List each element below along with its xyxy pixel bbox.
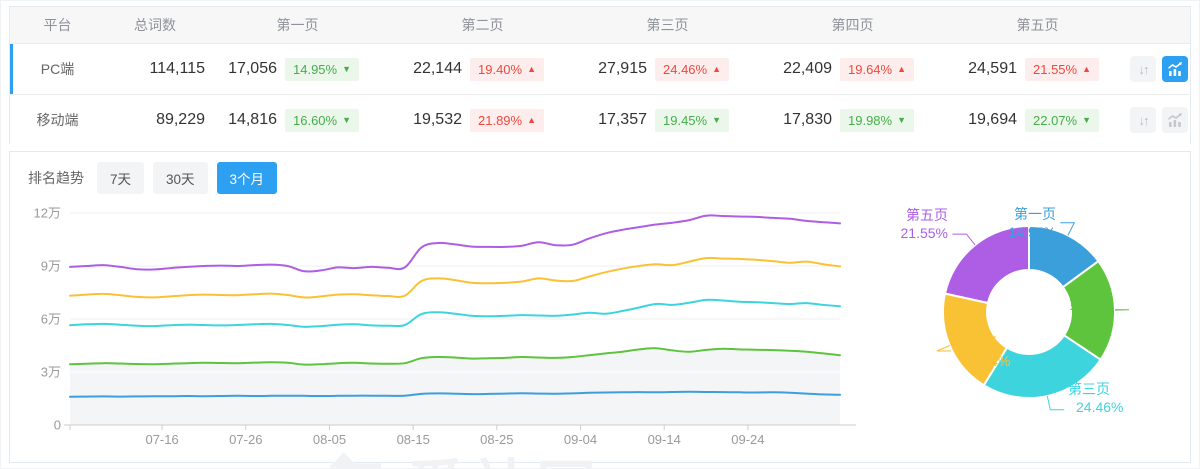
page4-change-badge: 19.64% ▲ bbox=[840, 57, 915, 81]
arrow-down-icon: ▼ bbox=[1082, 114, 1092, 125]
page4-count: 22,409 bbox=[783, 60, 832, 77]
row-actions: ↓↑ bbox=[1130, 56, 1194, 82]
page5-cell: 19,694 22.07% ▼ bbox=[945, 108, 1130, 132]
svg-text:08-15: 08-15 bbox=[397, 432, 430, 447]
page1-count: 17,056 bbox=[228, 60, 277, 77]
page3-count: 27,915 bbox=[598, 60, 647, 77]
page3-count: 17,357 bbox=[598, 111, 647, 128]
col-header-page2: 第二页 bbox=[461, 17, 504, 33]
page1-count: 14,816 bbox=[228, 111, 277, 128]
svg-text:6万: 6万 bbox=[41, 312, 61, 327]
donut-svg bbox=[936, 222, 1130, 411]
trend-tab-30天[interactable]: 30天 bbox=[153, 162, 208, 194]
svg-text:09-14: 09-14 bbox=[648, 432, 681, 447]
page4-cell: 22,409 19.64% ▲ bbox=[760, 57, 945, 81]
page3-change-badge: 24.46% ▲ bbox=[655, 57, 730, 81]
page1-cell: 14,816 16.60% ▼ bbox=[205, 108, 390, 132]
total-words: 89,229 bbox=[156, 111, 205, 128]
arrow-up-icon: ▲ bbox=[1082, 63, 1092, 74]
arrow-up-icon: ▲ bbox=[712, 63, 722, 74]
arrow-up-icon: ▲ bbox=[527, 114, 537, 125]
page2-change-badge: 19.40% ▲ bbox=[470, 57, 545, 81]
show-trend-button[interactable] bbox=[1162, 56, 1188, 82]
trend-range-tabs: 7天 30天 3个月 bbox=[97, 162, 278, 194]
sort-updown-icon: ↓↑ bbox=[1138, 112, 1150, 128]
trend-chart-icon bbox=[1168, 61, 1182, 76]
donut-label-第三页: 第三页 24.46% bbox=[1068, 381, 1124, 415]
svg-text:07-16: 07-16 bbox=[145, 432, 178, 447]
page1-change-badge: 14.95% ▼ bbox=[285, 57, 360, 81]
arrow-up-icon: ▲ bbox=[897, 63, 907, 74]
table-header-row: 平台 总词数 第一页 第二页 第三页 第四页 第五页 bbox=[10, 7, 1190, 44]
col-header-page3: 第三页 bbox=[646, 17, 689, 33]
page2-change-badge: 21.89% ▲ bbox=[470, 108, 545, 132]
trend-chart-icon bbox=[1168, 112, 1182, 127]
svg-text:9万: 9万 bbox=[41, 259, 61, 274]
page4-cell: 17,830 19.98% ▼ bbox=[760, 108, 945, 132]
trend-line-chart: 07-16 07-26 08-05 08-15 08-25 09-04 09-14 09-24… bbox=[10, 190, 866, 462]
col-header-page1: 第一页 bbox=[276, 17, 319, 33]
svg-text:12万: 12万 bbox=[34, 206, 61, 221]
svg-text:07-26: 07-26 bbox=[229, 432, 262, 447]
platform-name: PC端 bbox=[40, 61, 75, 77]
rank-table-card: 平台 总词数 第一页 第二页 第三页 第四页 第五页 PC端 114,115 1… bbox=[9, 6, 1191, 145]
svg-text:0: 0 bbox=[54, 418, 61, 433]
svg-text:08-25: 08-25 bbox=[480, 432, 513, 447]
trend-line-chart-svg: 07-16 07-26 08-05 08-15 08-25 09-04 09-14 09-24… bbox=[34, 206, 856, 447]
page1-cell: 17,056 14.95% ▼ bbox=[205, 57, 390, 81]
trend-tab-7天[interactable]: 7天 bbox=[97, 162, 145, 194]
donut-label-第一页: 第一页 14.95% bbox=[1008, 206, 1056, 240]
page5-change-badge: 22.07% ▼ bbox=[1025, 108, 1100, 132]
donut-label-第五页: 第五页 21.55% bbox=[900, 207, 948, 241]
svg-text:09-24: 09-24 bbox=[731, 432, 764, 447]
sort-updown-icon: ↓↑ bbox=[1138, 61, 1150, 77]
donut-label-第四页: 第四页 19.64% bbox=[955, 335, 1011, 369]
page5-change-badge: 21.55% ▲ bbox=[1025, 57, 1100, 81]
page-distribution-donut-chart: 第一页 14.95% 第二页 19.4% 第三页 24.46% 第四页 19.64% 第五页 21… bbox=[860, 190, 1194, 462]
total-words: 114,115 bbox=[149, 60, 205, 77]
page3-change-badge: 19.45% ▼ bbox=[655, 108, 730, 132]
svg-text:3万: 3万 bbox=[41, 365, 61, 380]
arrow-down-icon: ▼ bbox=[712, 114, 722, 125]
page5-count: 19,694 bbox=[968, 111, 1017, 128]
page2-count: 19,532 bbox=[413, 111, 462, 128]
trend-toolbar: 排名趋势 7天 30天 3个月 bbox=[10, 152, 1190, 204]
platform-name: 移动端 bbox=[36, 112, 79, 128]
arrow-down-icon: ▼ bbox=[342, 114, 352, 125]
col-header-page5: 第五页 bbox=[1016, 17, 1059, 33]
donut-slice-第五页 bbox=[943, 224, 1030, 305]
page4-count: 17,830 bbox=[783, 111, 832, 128]
page2-count: 22,144 bbox=[413, 60, 462, 77]
arrow-down-icon: ▼ bbox=[342, 63, 352, 74]
arrow-down-icon: ▼ bbox=[897, 114, 907, 125]
show-trend-button[interactable] bbox=[1162, 107, 1188, 133]
page5-count: 24,591 bbox=[968, 60, 1017, 77]
table-body: PC端 114,115 17,056 14.95% ▼ 22,144 19.40… bbox=[10, 44, 1190, 145]
col-header-platform: 平台 bbox=[43, 17, 72, 33]
page2-cell: 19,532 21.89% ▲ bbox=[390, 108, 575, 132]
trend-title: 排名趋势 bbox=[28, 170, 84, 186]
row-actions: ↓↑ bbox=[1130, 107, 1194, 133]
table-row-PC端[interactable]: PC端 114,115 17,056 14.95% ▼ 22,144 19.40… bbox=[10, 44, 1190, 94]
page2-cell: 22,144 19.40% ▲ bbox=[390, 57, 575, 81]
page3-cell: 27,915 24.46% ▲ bbox=[575, 57, 760, 81]
svg-text:09-04: 09-04 bbox=[564, 432, 597, 447]
page5-cell: 24,591 21.55% ▲ bbox=[945, 57, 1130, 81]
page3-cell: 17,357 19.45% ▼ bbox=[575, 108, 760, 132]
col-header-total: 总词数 bbox=[134, 17, 176, 33]
donut-slice-第三页 bbox=[982, 333, 1102, 399]
donut-label-第二页: 第二页 19.4% bbox=[1069, 296, 1111, 330]
col-header-page4: 第四页 bbox=[831, 17, 874, 33]
table-row-移动端[interactable]: 移动端 89,229 14,816 16.60% ▼ 19,532 21.89%… bbox=[10, 94, 1190, 145]
sort-toggle-button[interactable]: ↓↑ bbox=[1130, 56, 1156, 82]
trend-tab-3个月[interactable]: 3个月 bbox=[216, 162, 278, 194]
page4-change-badge: 19.98% ▼ bbox=[840, 108, 915, 132]
arrow-up-icon: ▲ bbox=[527, 63, 537, 74]
page1-change-badge: 16.60% ▼ bbox=[285, 108, 360, 132]
svg-text:08-05: 08-05 bbox=[313, 432, 346, 447]
sort-toggle-button[interactable]: ↓↑ bbox=[1130, 107, 1156, 133]
